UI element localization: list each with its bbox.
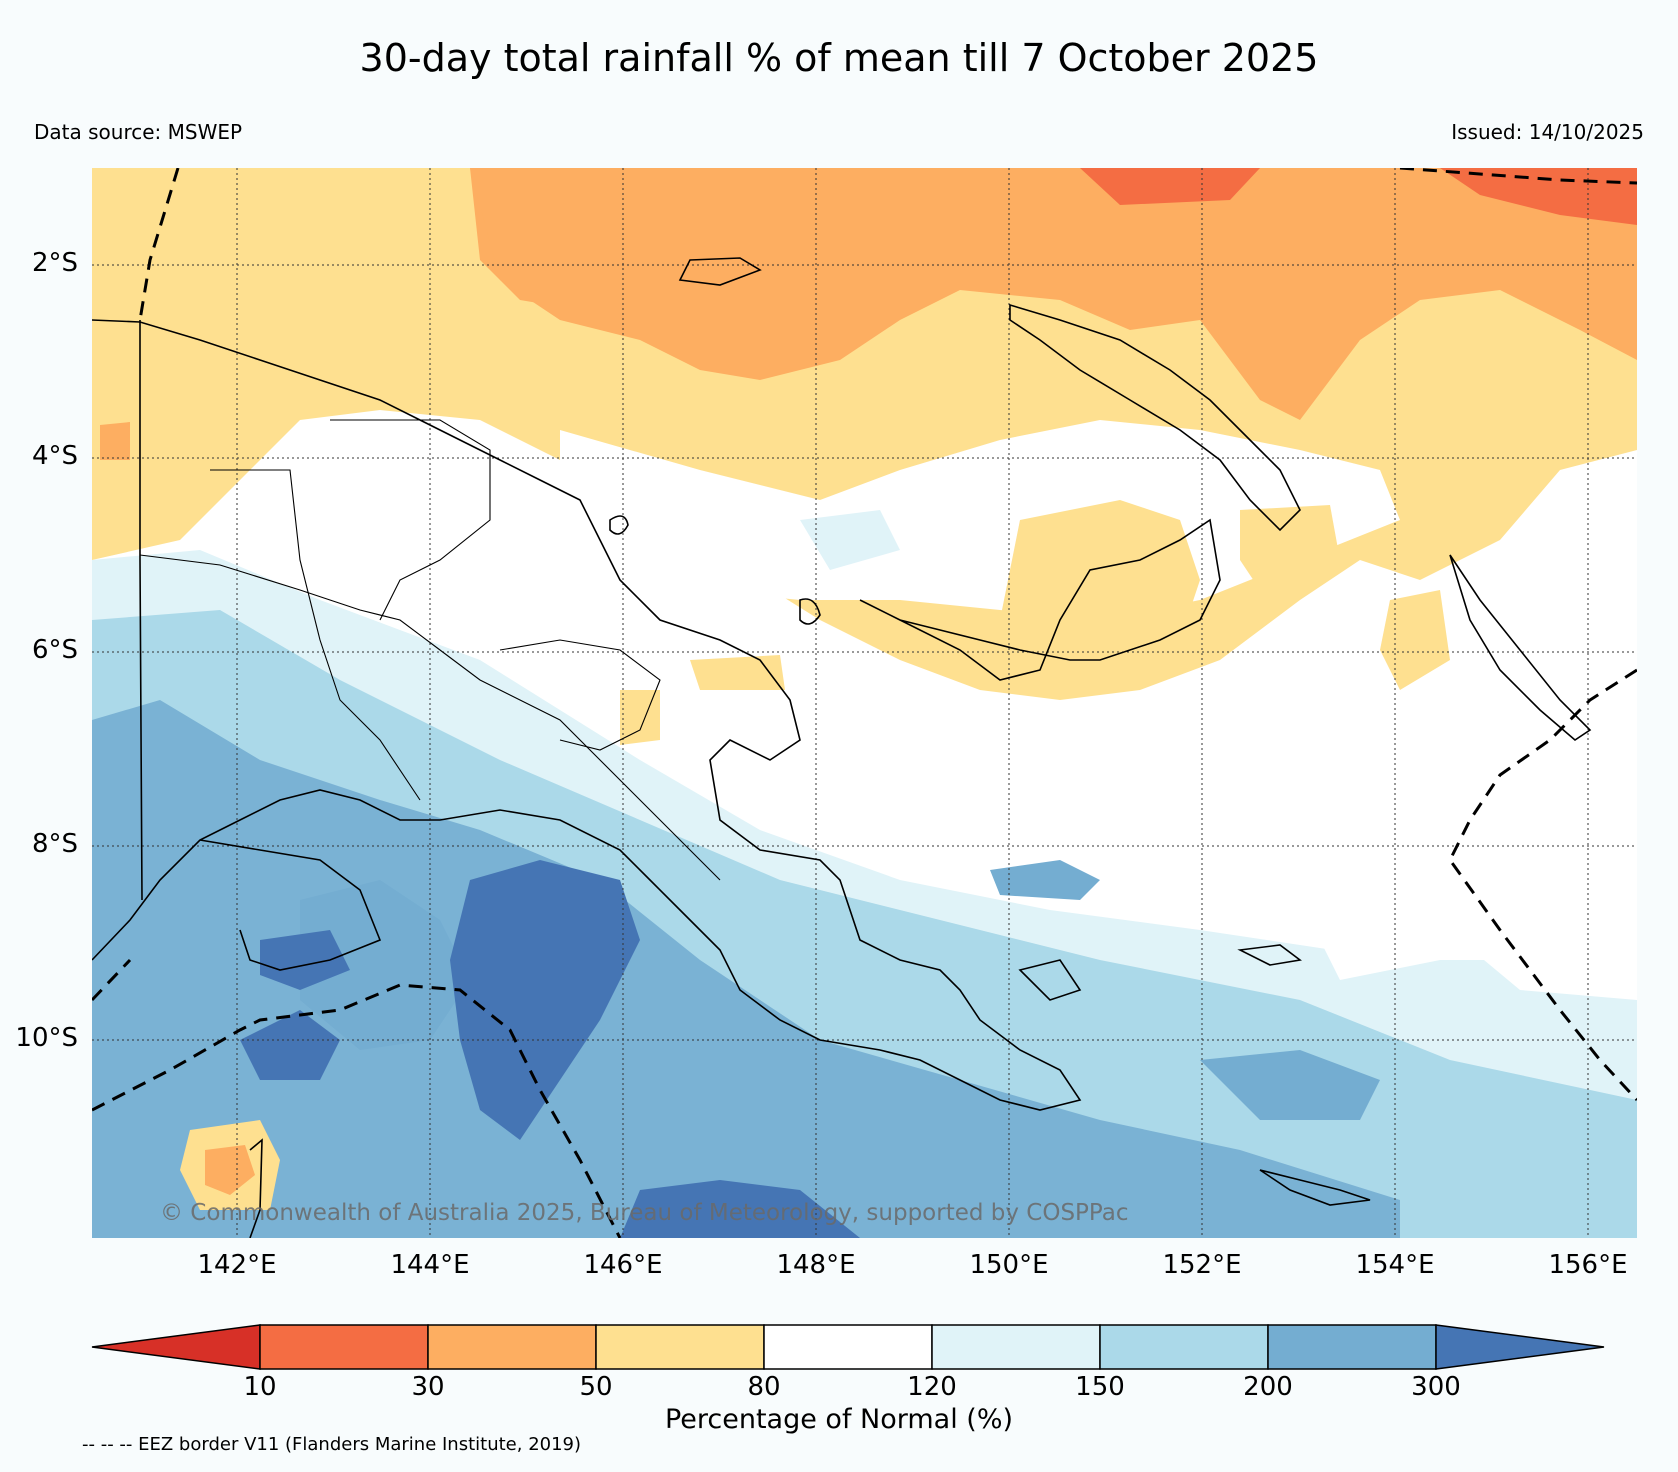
lon-label-142e: 142°E: [197, 1250, 277, 1280]
lon-label-146e: 146°E: [583, 1250, 663, 1280]
lon-label-156e: 156°E: [1548, 1250, 1628, 1280]
international-border: [139, 320, 143, 901]
lon-label-154e: 154°E: [1355, 1250, 1435, 1280]
lat-label-8s: 8°S: [31, 829, 78, 859]
lon-label-144e: 144°E: [390, 1250, 470, 1280]
colorbar-tick: 300: [1411, 1372, 1461, 1402]
colorbar-tick: 200: [1243, 1372, 1293, 1402]
lat-label-10s: 10°S: [15, 1023, 78, 1053]
map-title: 30-day total rainfall % of mean till 7 O…: [359, 36, 1319, 80]
colorbar-tick: 120: [907, 1372, 957, 1402]
copyright-watermark: © Commonwealth of Australia 2025, Bureau…: [160, 1200, 1129, 1226]
province-borders: [139, 419, 721, 881]
colorbar-tick: 80: [747, 1372, 781, 1402]
lat-label-6s: 6°S: [31, 635, 78, 665]
eez-note: -- -- -- EEZ border V11 (Flanders Marine…: [82, 1434, 582, 1455]
colorbar-tick: 30: [411, 1372, 445, 1402]
data-source: Data source: MSWEP: [34, 120, 243, 144]
issued-date: Issued: 14/10/2025: [1451, 120, 1644, 144]
lon-label-150e: 150°E: [969, 1250, 1049, 1280]
colorbar-tick: 150: [1075, 1372, 1125, 1402]
lat-label-2s: 2°S: [31, 248, 78, 278]
lon-label-152e: 152°E: [1162, 1250, 1242, 1280]
colorbar-extend-low: [91, 1324, 261, 1370]
rainfall-field: [92, 168, 1637, 1238]
colorbar-tick: 50: [579, 1372, 613, 1402]
coastline: [92, 257, 1592, 1238]
colorbar-extend-high: [1435, 1324, 1605, 1370]
eez-border: [92, 168, 1637, 1238]
colorbar: [91, 1324, 1605, 1370]
lon-label-148e: 148°E: [776, 1250, 856, 1280]
colorbar-tick: 10: [243, 1372, 277, 1402]
lat-label-4s: 4°S: [31, 441, 78, 471]
colorbar-label: Percentage of Normal (%): [664, 1404, 1014, 1435]
